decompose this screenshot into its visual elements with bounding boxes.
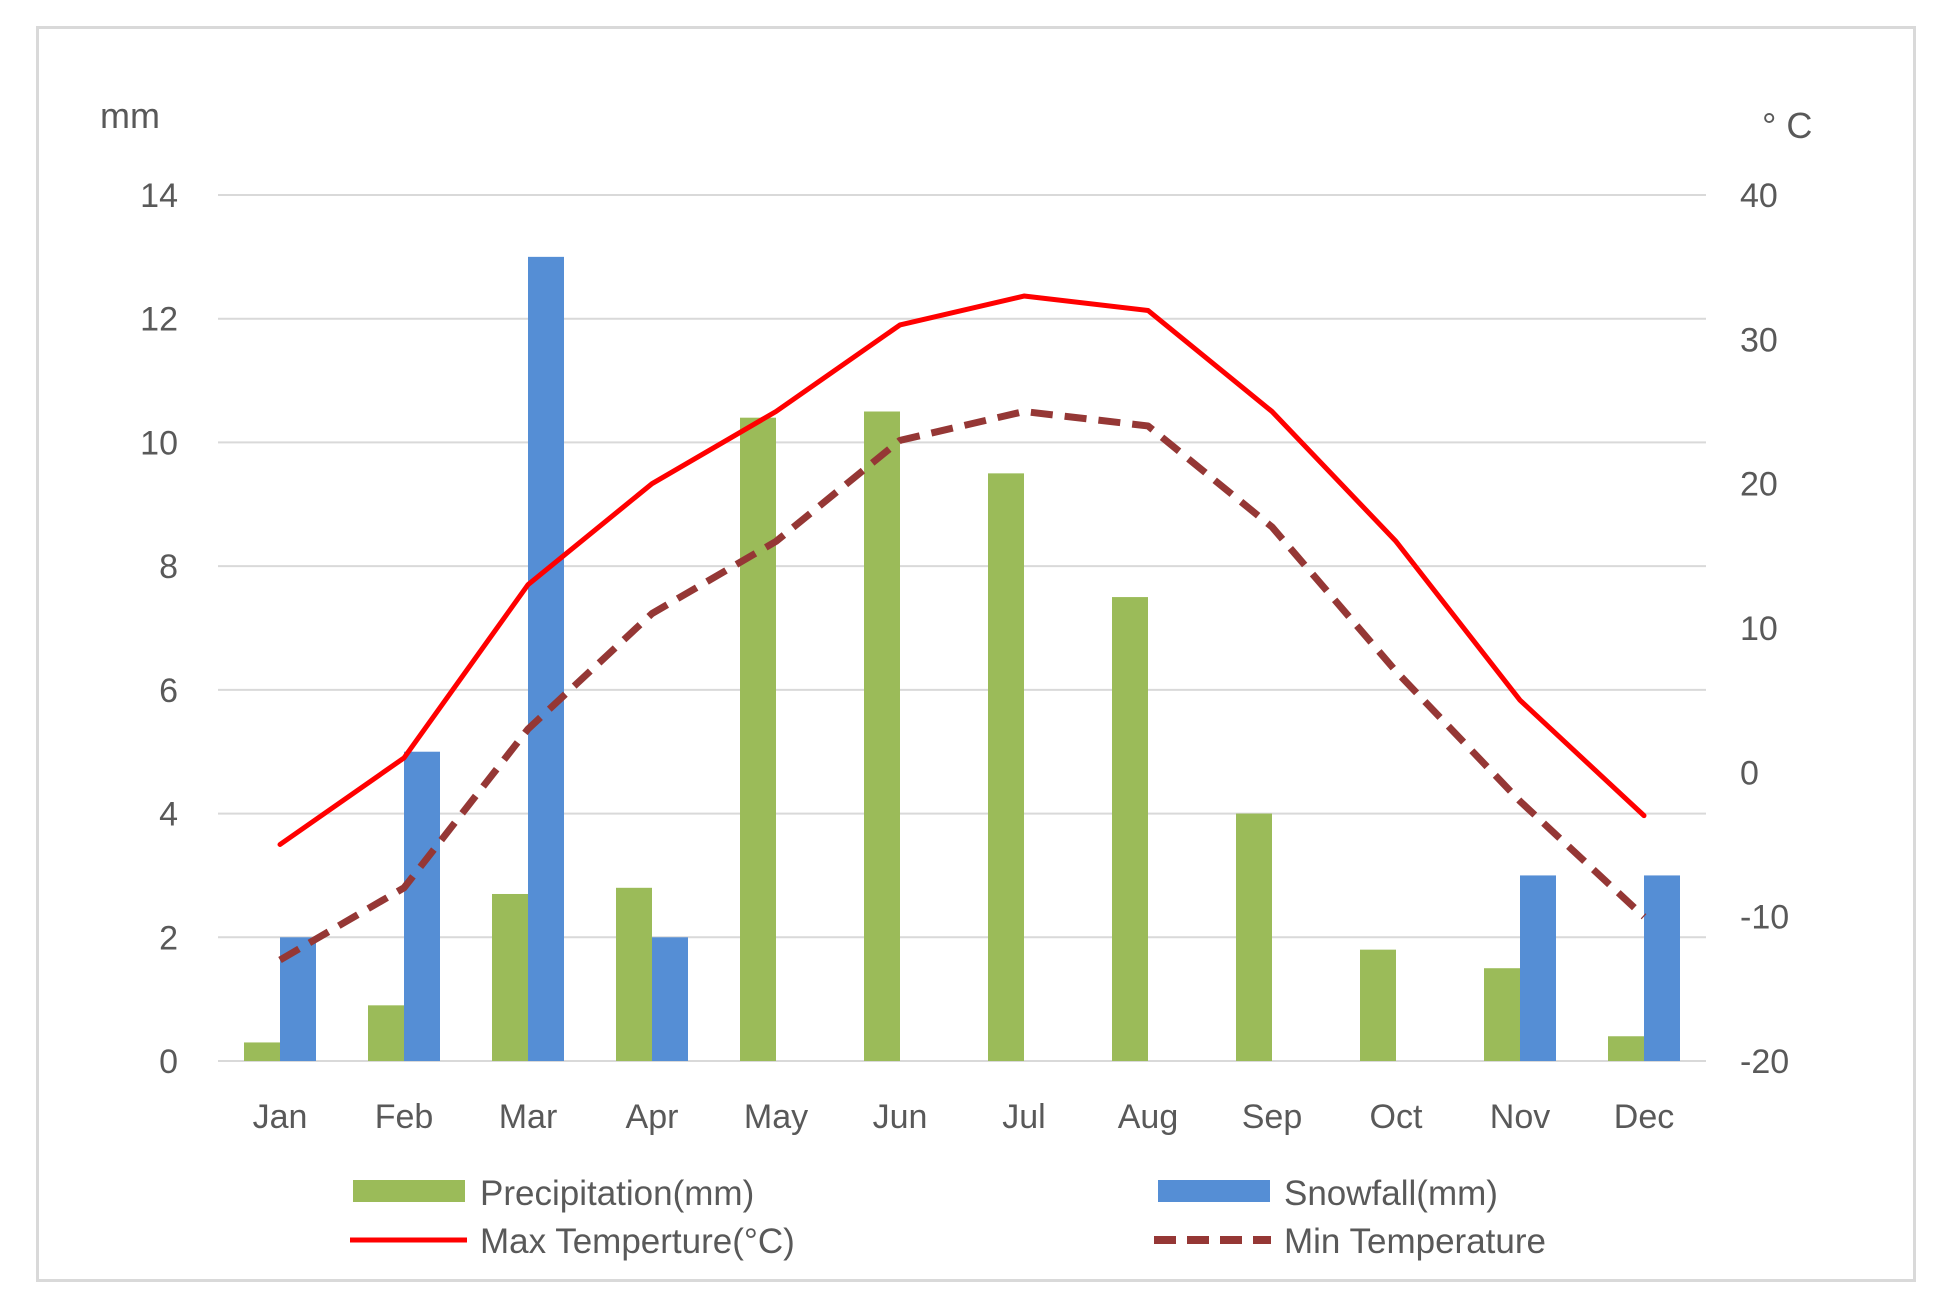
- left-tick-label: 14: [140, 177, 178, 215]
- legend-label-max-temp: Max Temperture(°C): [480, 1222, 795, 1261]
- left-tick-label: 6: [159, 672, 178, 710]
- left-tick-label: 4: [159, 796, 178, 834]
- bar-series: [244, 256, 1680, 1062]
- axes: mm ° C 0 2 4 6 8 10 12 14 -20 -10 0 10 20 30 40 Jan Feb M…: [100, 95, 1812, 1136]
- gridlines: [218, 194, 1706, 1062]
- left-tick-label: 10: [140, 424, 178, 462]
- x-tick-label: Dec: [1614, 1098, 1674, 1136]
- legend-label-precipitation: Precipitation(mm): [480, 1174, 754, 1213]
- precipitation-bar: [244, 1042, 280, 1061]
- precipitation-bar: [368, 1005, 404, 1061]
- line-series: [277, 293, 1647, 963]
- precipitation-bar: [1608, 1036, 1644, 1061]
- x-tick-label: Sep: [1242, 1098, 1303, 1136]
- x-tick-label: Jul: [1002, 1098, 1045, 1136]
- left-tick-label: 0: [159, 1043, 178, 1081]
- x-tick-label: Apr: [626, 1098, 679, 1136]
- right-tick-label: 30: [1740, 321, 1778, 359]
- left-axis-label: mm: [100, 95, 160, 136]
- legend-label-min-temp: Min Temperature: [1284, 1222, 1546, 1261]
- precipitation-bar: [616, 887, 652, 1061]
- legend: Precipitation(mm) Snowfall(mm) Max Tempe…: [350, 1174, 1546, 1261]
- x-tick-label: Jan: [253, 1098, 308, 1136]
- right-tick-label: 10: [1740, 610, 1778, 648]
- legend-swatch-precipitation: [353, 1180, 465, 1202]
- snowfall-bar: [528, 256, 564, 1061]
- precipitation-bar: [740, 417, 776, 1062]
- legend-label-snowfall: Snowfall(mm): [1284, 1174, 1498, 1213]
- x-tick-label: Oct: [1370, 1098, 1423, 1136]
- right-tick-label: 40: [1740, 177, 1778, 215]
- precipitation-bar: [988, 473, 1024, 1061]
- right-tick-label: 0: [1740, 754, 1759, 792]
- snowfall-bar: [652, 937, 688, 1061]
- x-tick-label: Jun: [873, 1098, 928, 1136]
- right-tick-label: 20: [1740, 466, 1778, 504]
- precipitation-bar: [864, 411, 900, 1061]
- chart-frame: [36, 26, 1916, 1282]
- max-temperature-line: [277, 293, 1647, 847]
- precipitation-bar: [1360, 949, 1396, 1061]
- precipitation-bar: [1484, 968, 1520, 1061]
- x-tick-label: Aug: [1118, 1098, 1179, 1136]
- precipitation-bar: [492, 893, 528, 1061]
- x-tick-label: Feb: [375, 1098, 434, 1136]
- precipitation-bar: [1236, 813, 1272, 1061]
- precipitation-bar: [1112, 597, 1148, 1061]
- right-axis-label: ° C: [1762, 105, 1812, 146]
- min-temperature-line: [278, 408, 1647, 963]
- x-tick-label: Nov: [1490, 1098, 1550, 1136]
- left-tick-label: 12: [140, 301, 178, 339]
- x-tick-label: Mar: [499, 1098, 558, 1136]
- right-tick-label: -10: [1740, 899, 1789, 937]
- snowfall-bar: [404, 751, 440, 1061]
- snowfall-bar: [1644, 875, 1680, 1061]
- left-tick-label: 8: [159, 548, 178, 586]
- left-tick-label: 2: [159, 919, 178, 957]
- legend-swatch-snowfall: [1158, 1180, 1270, 1202]
- x-tick-label: May: [744, 1098, 808, 1136]
- right-tick-label: -20: [1740, 1043, 1789, 1081]
- snowfall-bar: [1520, 875, 1556, 1061]
